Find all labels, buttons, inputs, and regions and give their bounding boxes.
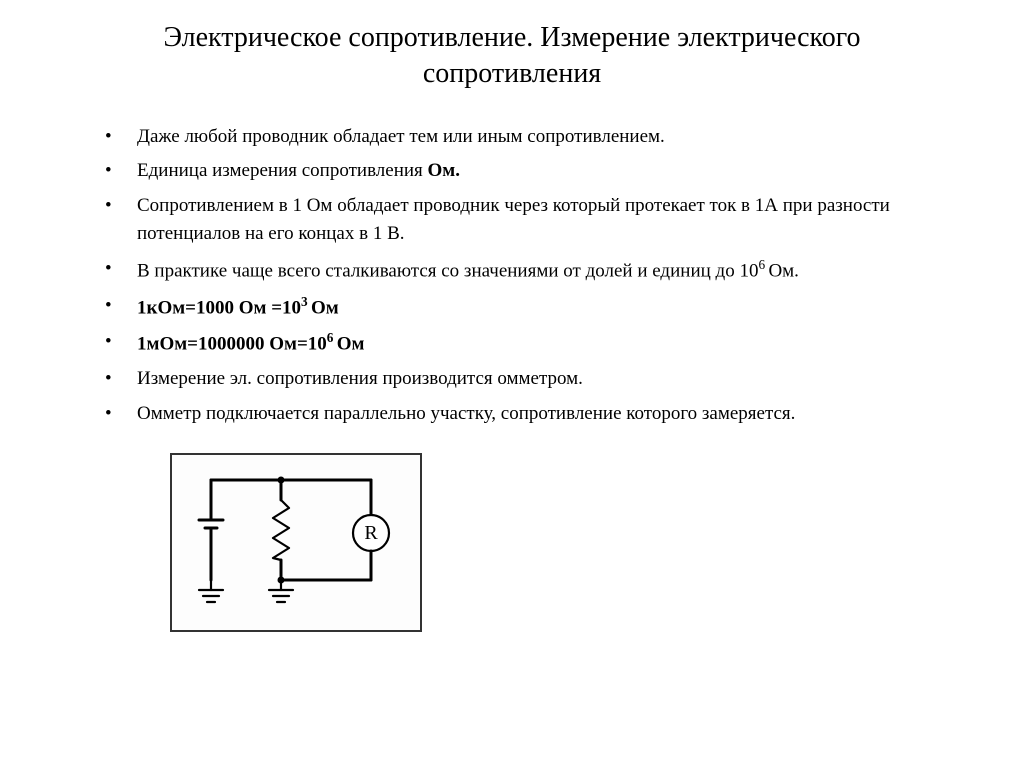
- bullet-item: Единица измерения сопротивления Ом.: [105, 157, 984, 186]
- page-title: Электрическое сопротивление. Измерение э…: [40, 20, 984, 93]
- bullet-bold: Ом.: [428, 160, 460, 181]
- bullet-text: Единица измерения сопротивления: [137, 160, 428, 181]
- svg-text:R: R: [364, 522, 378, 544]
- bullet-item: Измерение эл. сопротивления производится…: [105, 365, 984, 394]
- bullet-item: 1кОм=1000 Ом =103 Ом: [105, 292, 984, 323]
- superscript: 6: [758, 257, 768, 272]
- bullet-item: Омметр подключается параллельно участку,…: [105, 400, 984, 429]
- bullet-text: Ом.: [768, 260, 799, 281]
- bullet-list: Даже любой проводник обладает тем или ин…: [40, 123, 984, 428]
- bullet-item: В практике чаще всего сталкиваются со зн…: [105, 255, 984, 286]
- bullet-bold: Ом: [311, 297, 339, 318]
- bullet-bold: Ом: [337, 334, 365, 355]
- superscript: 6: [327, 330, 337, 345]
- circuit-diagram-container: R: [170, 453, 984, 632]
- circuit-diagram: R: [186, 465, 406, 615]
- superscript: 3: [301, 294, 311, 309]
- bullet-bold: 1мОм=1000000 Ом=10: [137, 334, 327, 355]
- bullet-bold: 1кОм=1000 Ом =10: [137, 297, 301, 318]
- bullet-item: Сопротивлением в 1 Ом обладает проводник…: [105, 192, 984, 249]
- bullet-item: Даже любой проводник обладает тем или ин…: [105, 123, 984, 152]
- circuit-diagram-frame: R: [170, 453, 422, 632]
- bullet-item: 1мОм=1000000 Ом=106 Ом: [105, 328, 984, 359]
- bullet-text: В практике чаще всего сталкиваются со зн…: [137, 260, 758, 281]
